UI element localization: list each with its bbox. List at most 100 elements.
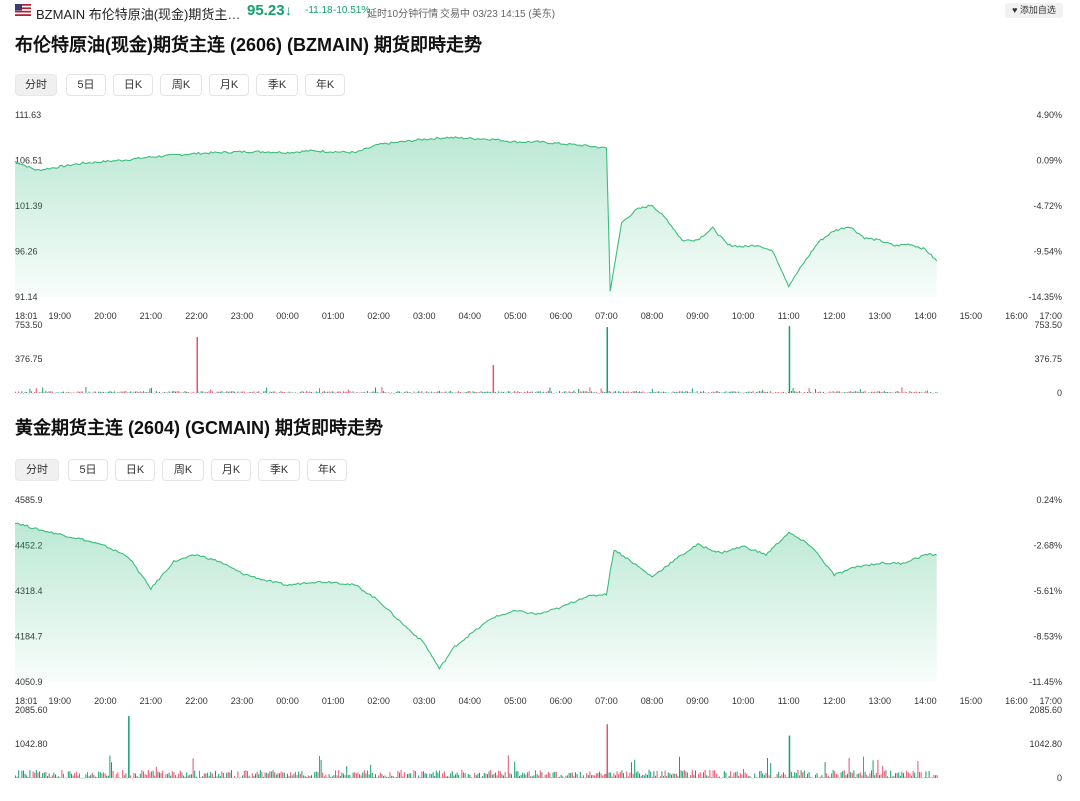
volume-bar: [683, 392, 685, 393]
volume-bar: [656, 770, 658, 778]
volume-bar: [935, 392, 936, 393]
volume-bar: [277, 773, 279, 778]
volume-bar: [431, 391, 432, 393]
volume-bar: [525, 774, 527, 778]
volume-bar: [154, 392, 156, 394]
volume-bar: [127, 392, 128, 394]
tab-quarterly[interactable]: 季K: [256, 74, 298, 96]
volume-bar: [903, 392, 904, 393]
volume-bar: [752, 391, 754, 393]
volume-bar: [579, 391, 581, 393]
volume-bar: [914, 391, 916, 393]
volume-bar: [85, 387, 87, 393]
volume-bar: [202, 391, 204, 393]
volume-bar: [493, 773, 495, 778]
volume-bar: [536, 774, 538, 778]
volume-bar: [275, 774, 277, 778]
volume-bar: [362, 772, 364, 778]
tab-monthly[interactable]: 月K: [211, 459, 251, 481]
volume-bar: [55, 392, 56, 394]
volume-bar: [763, 775, 765, 778]
tab-yearly[interactable]: 年K: [307, 459, 347, 481]
volume-bar: [840, 392, 842, 393]
volume-bar: [458, 391, 460, 393]
volume-bar: [120, 777, 122, 779]
volume-bar: [237, 391, 239, 393]
volume-bar: [466, 392, 468, 393]
volume-bar: [157, 771, 159, 778]
tab-intraday[interactable]: 分时: [15, 74, 57, 96]
volume-bar: [411, 393, 413, 394]
tab-monthly[interactable]: 月K: [209, 74, 249, 96]
volume-bar: [738, 391, 740, 393]
tab-intraday[interactable]: 分时: [15, 459, 59, 481]
x-tick-label: 19:00: [49, 696, 72, 706]
volume-bar: [311, 392, 312, 393]
volume-bar: [823, 777, 824, 779]
volume-bar: [215, 770, 216, 778]
volume-bar: [149, 388, 151, 393]
volume-bar: [35, 770, 37, 778]
volume-bar: [730, 391, 732, 393]
volume-bar: [808, 388, 810, 393]
tab-5day[interactable]: 5日: [66, 74, 106, 96]
volume-bar: [808, 772, 810, 778]
volume-bar: [730, 771, 732, 778]
add-watchlist-button[interactable]: ♥ 添加自选: [1005, 3, 1063, 18]
volume-tick-label: 0: [1057, 773, 1062, 783]
volume-bar: [479, 392, 480, 393]
volume-bar: [40, 777, 42, 778]
volume-bar: [138, 392, 140, 393]
volume-bar: [315, 391, 317, 393]
tab-5day[interactable]: 5日: [68, 459, 108, 481]
volume-bar: [810, 777, 812, 778]
volume-bar: [152, 392, 154, 394]
tab-weekly[interactable]: 周K: [160, 74, 202, 96]
volume-bar: [42, 387, 44, 393]
volume-bar: [883, 391, 885, 393]
volume-bar: [371, 772, 373, 778]
volume-bar: [378, 392, 380, 394]
volume-bar: [267, 393, 269, 394]
tab-daily[interactable]: 日K: [113, 74, 153, 96]
volume-bar: [656, 391, 658, 393]
volume-bar: [621, 770, 623, 778]
volume-bar: [437, 772, 439, 778]
volume-bar: [863, 391, 864, 393]
volume-bar: [695, 392, 696, 394]
pct-tick-label: -11.45%: [1029, 677, 1062, 687]
volume-bar: [507, 391, 509, 393]
volume-bar: [467, 391, 469, 393]
volume-bar: [443, 771, 445, 778]
volume-spike-bar: [128, 716, 130, 778]
volume-bar: [927, 777, 928, 778]
volume-bar: [552, 392, 554, 394]
volume-bar: [864, 390, 866, 393]
volume-bar: [872, 391, 874, 393]
volume-bar: [687, 772, 688, 778]
volume-bar: [443, 392, 445, 393]
volume-bar: [231, 391, 232, 393]
tab-yearly[interactable]: 年K: [305, 74, 345, 96]
volume-bar: [427, 392, 429, 393]
volume-tick-label: 376.75: [1034, 354, 1062, 364]
x-tick-label: 01:00: [322, 311, 345, 321]
volume-bar: [928, 771, 930, 778]
tab-weekly[interactable]: 周K: [162, 459, 204, 481]
volume-bar: [352, 391, 354, 393]
tab-daily[interactable]: 日K: [115, 459, 155, 481]
volume-bar: [469, 391, 471, 393]
volume-bar: [184, 776, 186, 778]
volume-bar: [882, 392, 884, 393]
volume-bar: [520, 392, 522, 393]
volume-bar: [410, 773, 412, 778]
volume-bar: [115, 774, 117, 778]
volume-bar: [314, 772, 316, 778]
volume-bar: [176, 391, 178, 393]
volume-bar: [824, 762, 826, 778]
volume-bar: [439, 770, 440, 778]
volume-bar: [451, 771, 453, 778]
x-tick-label: 07:00: [595, 696, 618, 706]
tab-quarterly[interactable]: 季K: [258, 459, 300, 481]
volume-bar: [355, 773, 357, 778]
